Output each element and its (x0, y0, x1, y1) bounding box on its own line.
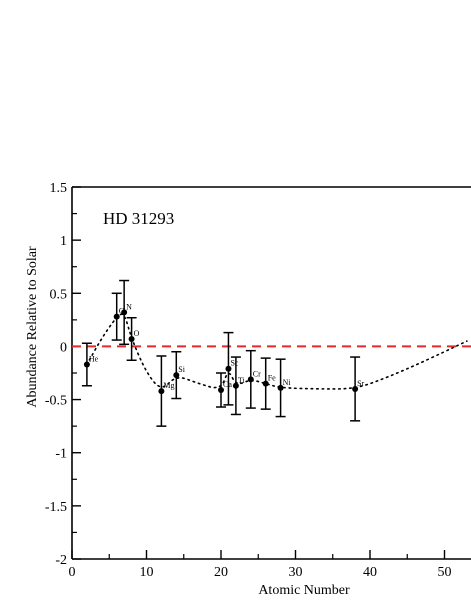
element-label: Ni (283, 378, 292, 387)
x-tick-label: 0 (69, 565, 76, 580)
data-point (173, 372, 180, 379)
y-tick-label: 0 (60, 340, 67, 355)
x-axis-label: Atomic Number (258, 583, 350, 598)
data-point (158, 388, 165, 395)
y-axis-label: Abundance Relative to Solar (25, 246, 40, 408)
element-label: C (119, 307, 124, 316)
y-tick-label: -2 (55, 553, 67, 568)
element-label: He (89, 354, 99, 363)
data-point (128, 335, 135, 342)
x-tick-label: 50 (438, 565, 452, 580)
y-tick-label: -1.5 (45, 500, 67, 515)
data-point (352, 385, 359, 392)
element-label: Si (178, 365, 185, 374)
trend-curve (86, 313, 468, 390)
element-label: Sc (230, 359, 238, 368)
y-tick-label: -1 (55, 447, 67, 462)
data-point (225, 365, 232, 372)
data-point (121, 309, 128, 316)
y-tick-label: -0.5 (45, 394, 67, 409)
element-label: Mg (163, 381, 174, 390)
data-point (247, 376, 254, 383)
x-tick-label: 40 (363, 565, 377, 580)
data-point (83, 361, 90, 368)
x-tick-label: 10 (140, 565, 154, 580)
element-label: Cr (253, 369, 261, 378)
y-tick-label: 1 (60, 234, 67, 249)
element-label: O (134, 329, 140, 338)
y-tick-label: 0.5 (50, 287, 68, 302)
element-label: Sr (357, 379, 364, 388)
element-label: Fe (268, 374, 276, 383)
y-tick-label: 1.5 (50, 181, 68, 196)
star-label: HD 31293 (103, 209, 174, 228)
data-point (232, 382, 239, 389)
data-point (277, 384, 284, 391)
element-label: Ca (223, 380, 232, 389)
data-point (113, 313, 120, 320)
data-point (262, 380, 269, 387)
element-label: N (126, 302, 132, 311)
x-tick-label: 20 (214, 565, 228, 580)
x-tick-label: 30 (289, 565, 303, 580)
element-label: Ti (238, 376, 246, 385)
data-point (218, 387, 224, 394)
